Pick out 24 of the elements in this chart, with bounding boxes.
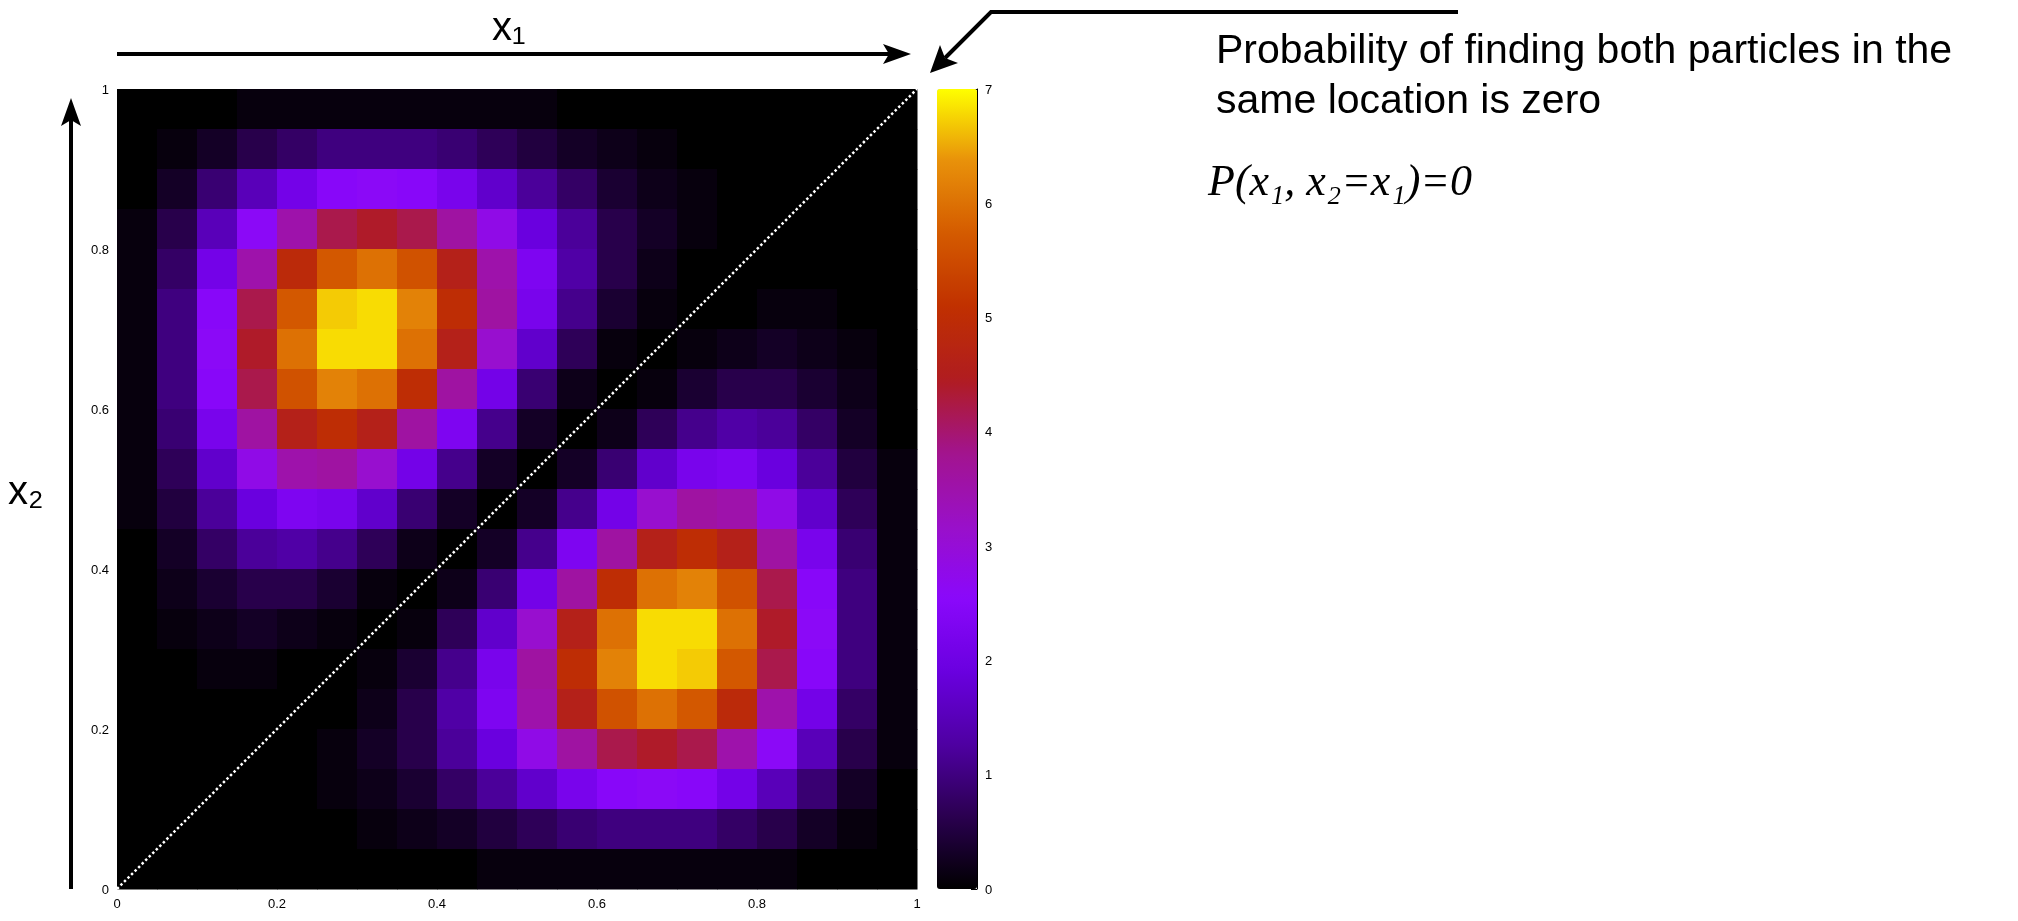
y-tick-label: 0.2 (90, 721, 109, 737)
x-tick-label: 0.4 (427, 896, 447, 911)
x-tick-label: 1 (913, 896, 921, 911)
color-bar-label: 6 (985, 195, 993, 211)
color-bar-label: 0 (985, 881, 993, 897)
x-axis-title: x₁ (492, 4, 526, 48)
y-tick-label: 0 (101, 881, 109, 897)
y-tick-label: 0.6 (90, 401, 109, 417)
color-bar-label: 5 (985, 310, 993, 326)
x-tick-label: 0.6 (587, 896, 607, 911)
y-tick-label: 0.8 (90, 241, 109, 257)
color-bar-label: 1 (985, 767, 993, 783)
color-bar-label: 4 (985, 424, 993, 440)
y-tick-label: 0.4 (90, 561, 109, 577)
x-tick-label: 0.2 (267, 896, 287, 911)
y-axis-title: x₂ (8, 468, 44, 512)
x-tick-label: 0 (113, 896, 121, 911)
x-tick-label: 0.8 (747, 896, 767, 911)
color-bar-label: 2 (985, 652, 993, 668)
text: Probability of finding both particles in the same location is zero (1216, 26, 1964, 122)
text: P(x₁, x₂=x₁)=0 (1207, 155, 1473, 205)
color-bar-label: 3 (985, 538, 993, 554)
color-bar-label: 7 (985, 81, 993, 97)
y-tick-label: 1 (101, 81, 109, 97)
